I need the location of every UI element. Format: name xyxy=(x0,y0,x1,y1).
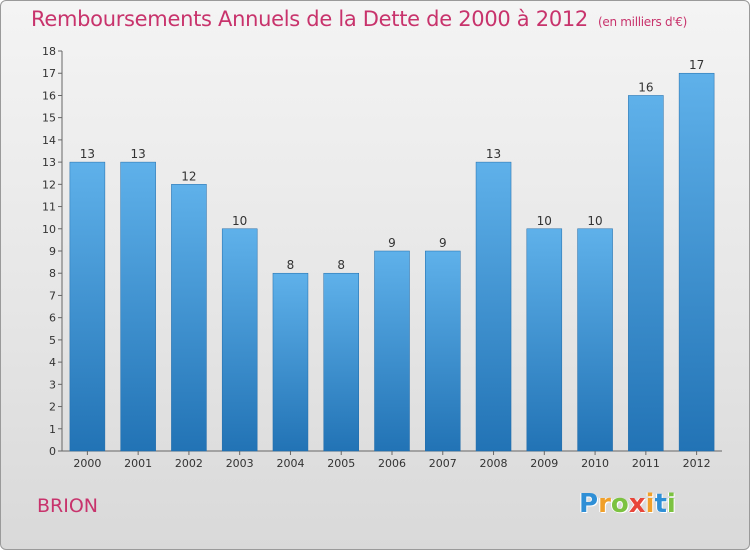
x-axis: 2000 2001 2002 2003 2004 2005 2006 2007 2008 2009… xyxy=(73,451,711,470)
data-label: 17 xyxy=(689,58,704,72)
data-label: 13 xyxy=(131,147,146,161)
x-tick-label: 2004 xyxy=(276,457,304,470)
y-tick-label: 15 xyxy=(42,112,56,125)
bar xyxy=(475,161,512,452)
y-tick-label: 4 xyxy=(49,356,56,369)
x-tick-label: 2007 xyxy=(429,457,457,470)
bar xyxy=(221,228,258,452)
x-tick-label: 2012 xyxy=(683,457,711,470)
bar xyxy=(628,95,664,452)
bar xyxy=(678,72,715,452)
data-labels: 13 13 12 10 8 8 9 9 13 10 10 16 17 xyxy=(80,58,705,272)
x-tick-label: 2000 xyxy=(73,457,101,470)
bar xyxy=(120,161,156,452)
logo-letter: x xyxy=(628,489,646,519)
data-label: 8 xyxy=(337,258,345,272)
data-label: 13 xyxy=(486,147,501,161)
y-tick-label: 1 xyxy=(49,423,56,436)
y-tick-label: 0 xyxy=(49,445,56,458)
x-tick-label: 2002 xyxy=(175,457,203,470)
x-tick-label: 2005 xyxy=(327,457,355,470)
bar xyxy=(323,272,359,452)
y-tick-label: 17 xyxy=(42,67,56,80)
data-label: 8 xyxy=(287,258,295,272)
bar xyxy=(425,250,461,452)
x-tick-label: 2001 xyxy=(124,457,152,470)
bar xyxy=(526,228,563,452)
y-tick-label: 6 xyxy=(49,312,56,325)
chart-title-text: Remboursements Annuels de la Dette de 20… xyxy=(31,7,588,31)
data-label: 12 xyxy=(181,169,196,183)
data-label: 10 xyxy=(537,214,552,228)
y-tick-label: 2 xyxy=(49,401,56,414)
proxiti-logo: Proxiti xyxy=(579,489,676,519)
x-tick-label: 2011 xyxy=(632,457,660,470)
y-tick-label: 14 xyxy=(42,134,56,147)
data-label: 10 xyxy=(232,214,247,228)
chart-subtitle: (en milliers d'€) xyxy=(598,15,688,29)
y-tick-label: 3 xyxy=(49,378,56,391)
data-label: 13 xyxy=(80,147,95,161)
bar xyxy=(374,250,410,452)
data-label: 9 xyxy=(439,236,447,250)
y-tick-label: 8 xyxy=(49,267,56,280)
logo-letter: i xyxy=(666,489,676,519)
data-label: 16 xyxy=(638,80,653,94)
y-tick-label: 18 xyxy=(42,45,56,58)
x-tick-label: 2006 xyxy=(378,457,406,470)
bar xyxy=(171,184,207,452)
logo-letter: t xyxy=(654,489,667,519)
bar xyxy=(69,161,106,452)
logo-letter: o xyxy=(610,489,629,519)
logo-letter: P xyxy=(579,489,599,519)
y-tick-label: 5 xyxy=(49,334,56,347)
y-tick-label: 13 xyxy=(42,156,56,169)
y-tick-label: 16 xyxy=(42,89,56,102)
y-tick-label: 11 xyxy=(42,201,56,214)
y-tick-label: 9 xyxy=(49,245,56,258)
logo-letter: r xyxy=(598,489,611,519)
x-tick-label: 2010 xyxy=(581,457,609,470)
logo-letter: i xyxy=(645,489,655,519)
bar xyxy=(272,272,309,452)
data-label: 10 xyxy=(587,214,602,228)
y-tick-label: 12 xyxy=(42,178,56,191)
bar xyxy=(577,228,613,452)
x-tick-label: 2009 xyxy=(530,457,558,470)
x-tick-label: 2003 xyxy=(226,457,254,470)
y-tick-label: 10 xyxy=(42,223,56,236)
chart-title: Remboursements Annuels de la Dette de 20… xyxy=(31,7,687,31)
x-tick-label: 2008 xyxy=(480,457,508,470)
y-tick-label: 7 xyxy=(49,289,56,302)
data-label: 9 xyxy=(388,236,396,250)
commune-name: BRION xyxy=(37,495,99,517)
bars xyxy=(69,72,715,452)
